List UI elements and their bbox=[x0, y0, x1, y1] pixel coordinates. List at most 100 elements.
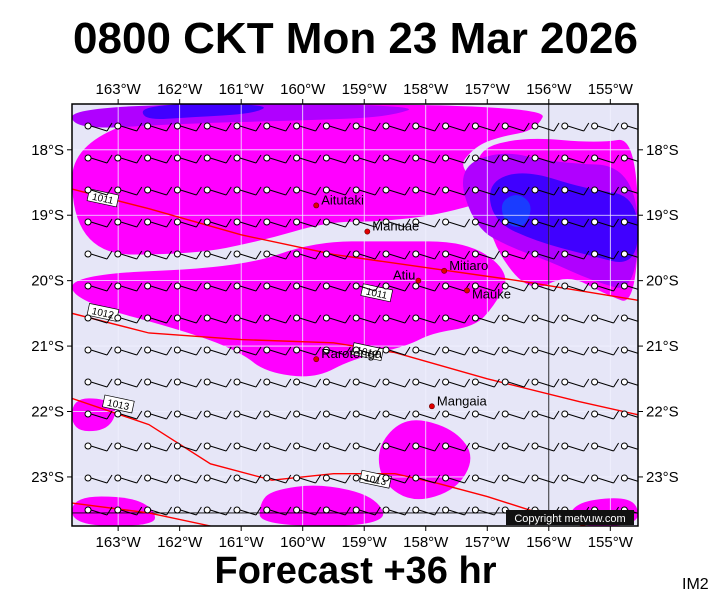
isobar-label-box bbox=[86, 188, 120, 208]
wind-barb-station bbox=[352, 410, 360, 418]
wind-barb-flag bbox=[315, 442, 322, 452]
wind-barb-station bbox=[620, 442, 628, 450]
wind-barb-station bbox=[412, 506, 420, 514]
wind-barb-flag bbox=[493, 186, 500, 196]
wind-barb-shaft bbox=[448, 381, 465, 388]
wind-barb-shaft bbox=[388, 477, 406, 484]
wind-barb-shaft bbox=[627, 317, 638, 322]
wind-barb-flag bbox=[255, 250, 262, 260]
wind-barb-flag bbox=[553, 442, 560, 452]
wind-barb-flag bbox=[106, 218, 113, 228]
wind-barb-flag bbox=[225, 314, 232, 324]
wind-barb bbox=[144, 378, 173, 388]
wind-barb-station bbox=[501, 218, 509, 226]
wind-barb-station bbox=[620, 346, 628, 354]
wind-barb-station bbox=[233, 314, 241, 322]
wind-barb-shaft bbox=[627, 157, 638, 162]
wind-barb bbox=[352, 282, 381, 292]
wind-barb-shaft bbox=[239, 157, 257, 164]
wind-barb-station bbox=[114, 186, 122, 194]
wind-barb-station bbox=[412, 346, 420, 354]
wind-barb bbox=[203, 474, 232, 484]
wind-barb-flag bbox=[374, 346, 381, 356]
wind-barb bbox=[322, 154, 351, 164]
wind-barb-flag bbox=[493, 282, 500, 292]
wind-barb bbox=[173, 506, 202, 516]
wind-barb bbox=[203, 122, 232, 132]
wind-barb bbox=[233, 506, 262, 516]
wind-barb-flag bbox=[464, 218, 471, 228]
wind-barb-station bbox=[531, 122, 539, 130]
wind-barb-flag bbox=[523, 410, 530, 420]
wind-barb-flag bbox=[315, 250, 322, 260]
wind-barb-flag bbox=[166, 378, 173, 388]
wind-barb-shaft bbox=[508, 381, 525, 388]
wind-barb bbox=[471, 218, 500, 228]
wind-barb-shaft bbox=[537, 157, 555, 164]
wind-barb bbox=[233, 154, 262, 164]
wind-barb-shaft bbox=[508, 477, 525, 484]
wind-barb-flag bbox=[315, 346, 322, 356]
wind-barb-flag bbox=[106, 378, 113, 388]
wind-barb bbox=[293, 122, 322, 132]
wind-barb-shaft bbox=[388, 349, 406, 356]
wind-barb-flag bbox=[195, 314, 202, 324]
wind-barb-flag bbox=[344, 506, 351, 516]
wind-barb-shaft bbox=[537, 221, 555, 228]
isobar-label-box bbox=[102, 394, 135, 414]
wind-barb-shaft bbox=[567, 221, 584, 228]
wind-barb-shaft bbox=[210, 477, 227, 484]
wind-barb-shaft bbox=[627, 125, 638, 130]
wind-barb-flag bbox=[344, 314, 351, 324]
wind-barb bbox=[84, 186, 113, 196]
wind-barb-shaft bbox=[90, 125, 108, 132]
wind-barb-shaft bbox=[239, 221, 257, 228]
wind-barb-shaft bbox=[508, 413, 525, 420]
wind-barb bbox=[561, 410, 590, 420]
wind-barb-station bbox=[412, 154, 420, 162]
wind-barb bbox=[442, 218, 471, 228]
wind-barb bbox=[352, 474, 381, 484]
wind-barb bbox=[352, 410, 381, 420]
wind-barb-flag bbox=[583, 186, 590, 196]
wind-barb-flag bbox=[106, 250, 113, 260]
wind-barb bbox=[263, 410, 292, 420]
wind-barb-shaft bbox=[567, 413, 584, 420]
wind-barb-flag bbox=[106, 154, 113, 164]
wind-barb bbox=[442, 250, 471, 260]
wind-barb-station bbox=[173, 218, 181, 226]
wind-barb-station bbox=[322, 442, 330, 450]
wind-barb-station bbox=[173, 186, 181, 194]
wind-barb-shaft bbox=[359, 445, 376, 452]
wind-barb-station bbox=[531, 154, 539, 162]
wind-barb bbox=[352, 442, 381, 452]
wind-barb-flag bbox=[493, 378, 500, 388]
wind-barb bbox=[352, 314, 381, 324]
wind-barb-shaft bbox=[448, 349, 465, 356]
wind-barb-station bbox=[471, 218, 479, 226]
wind-barb-flag bbox=[643, 251, 648, 259]
wind-barb-station bbox=[620, 250, 628, 258]
wind-barb-station bbox=[293, 154, 301, 162]
wind-barb-station bbox=[233, 282, 241, 290]
wind-barb-station bbox=[591, 218, 599, 226]
wind-barb-flag bbox=[493, 506, 500, 516]
wind-barb-flag bbox=[523, 154, 530, 164]
wind-barb-flag bbox=[195, 122, 202, 132]
wind-barb-flag bbox=[225, 122, 232, 132]
wind-barb-shaft bbox=[299, 125, 316, 132]
wind-barb-flag bbox=[434, 442, 441, 452]
wind-barb bbox=[322, 506, 351, 516]
wind-barb-shaft bbox=[299, 445, 316, 452]
wind-barb-flag bbox=[374, 154, 381, 164]
wind-barb-flag bbox=[166, 442, 173, 452]
lat-label-left: 23°S bbox=[31, 469, 64, 486]
wind-barb-shaft bbox=[239, 285, 257, 292]
wind-barb-shaft bbox=[418, 285, 435, 292]
lat-label-right: 19°S bbox=[646, 207, 679, 224]
wind-barb-station bbox=[442, 282, 450, 290]
place-label: Aitutaki bbox=[321, 192, 364, 207]
wind-barb-station bbox=[471, 442, 479, 450]
wind-barb-shaft bbox=[567, 125, 584, 132]
wind-barb-flag bbox=[434, 218, 441, 228]
